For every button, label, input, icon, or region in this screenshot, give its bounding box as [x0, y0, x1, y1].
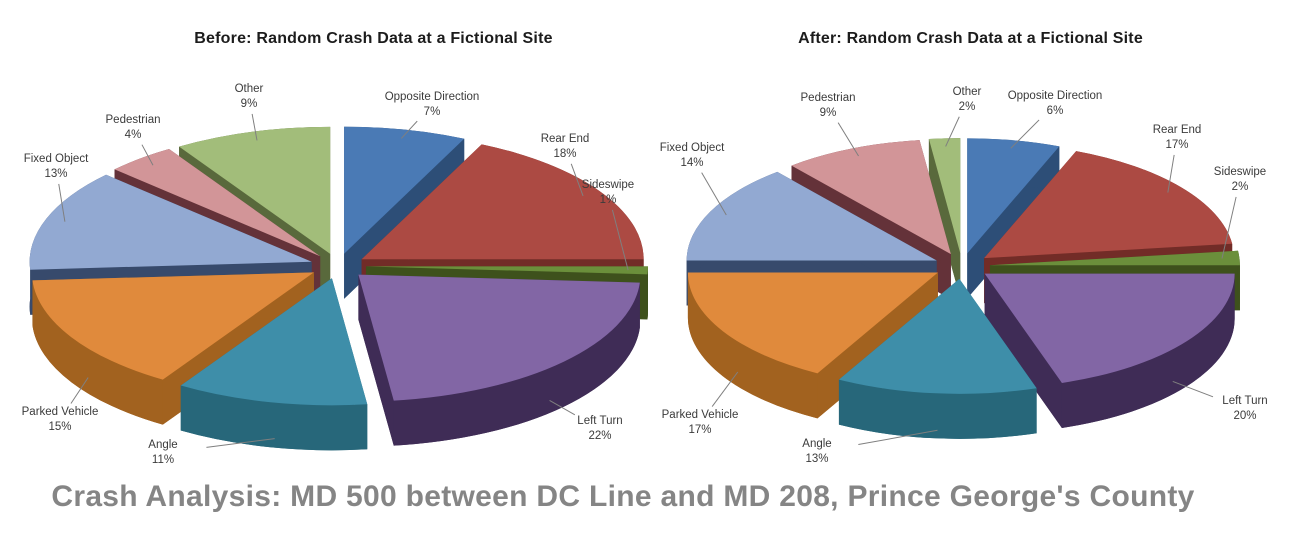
- leader-line-parked-vehicle: [711, 371, 739, 407]
- pie-slice-face: [687, 272, 938, 374]
- pie-slice-face: [29, 174, 312, 270]
- leader-line-other: [945, 116, 960, 147]
- pie-slice-face: [344, 126, 465, 254]
- pie-slice-face: [686, 171, 937, 261]
- pie-slice-face: [984, 273, 1235, 383]
- figure-caption: Crash Analysis: MD 500 between DC Line a…: [51, 480, 1195, 513]
- pie-slice-face: [180, 385, 368, 451]
- leader-line-angle: [206, 438, 275, 448]
- pie-slice-face: [1237, 250, 1240, 311]
- after-chart-panel: After: Random Crash Data at a Fictional …: [647, 0, 1294, 475]
- leader-line-opposite-direction: [1010, 119, 1040, 149]
- pie-slice-face: [989, 250, 1240, 266]
- after-chart-title: After: Random Crash Data at a Fictional …: [798, 30, 1143, 47]
- pie-slice-face: [114, 149, 321, 257]
- pie-slice-left-turn: [984, 273, 1235, 428]
- pie-slice-face: [1061, 273, 1235, 428]
- pie-slice-face: [967, 138, 1060, 254]
- leader-line-rear-end: [570, 163, 584, 197]
- after-pie-chart: [686, 116, 1240, 446]
- pie-slice-face: [365, 266, 648, 275]
- leader-line-fixed-object: [58, 183, 66, 222]
- pie-slice-face: [984, 151, 1233, 259]
- pie-slice-face: [393, 282, 640, 446]
- leader-line-rear-end: [1167, 154, 1175, 193]
- pie-slice-angle: [838, 278, 1037, 439]
- pie-slice-face: [32, 280, 163, 425]
- pie-slice-face: [984, 273, 1062, 428]
- before-chart-panel: Before: Random Crash Data at a Fictional…: [0, 0, 648, 475]
- pie-slice-face: [838, 278, 1037, 394]
- leader-line-sideswipe: [1221, 196, 1237, 259]
- pie-slice-left-turn: [358, 274, 640, 446]
- before-chart-title: Before: Random Crash Data at a Fictional…: [194, 30, 553, 47]
- leader-line-left-turn: [1172, 380, 1214, 398]
- leader-line-other: [251, 113, 258, 141]
- pie-slice-face: [647, 266, 648, 320]
- leader-line-opposite-direction: [400, 120, 418, 139]
- pie-slice-face: [358, 274, 394, 446]
- leader-line-angle: [858, 429, 938, 446]
- pie-slice-face: [180, 278, 368, 406]
- leader-line-fixed-object: [701, 172, 727, 216]
- leader-line-pedestrian: [837, 122, 859, 157]
- pie-slice-face: [838, 379, 1037, 439]
- pie-slice-face: [361, 144, 644, 260]
- leader-line-parked-vehicle: [70, 377, 89, 404]
- pie-slice-face: [358, 274, 640, 401]
- leader-line-sideswipe: [611, 209, 629, 271]
- pie-slice-face: [791, 140, 951, 255]
- pie-slice-angle: [180, 278, 368, 451]
- pie-slice-face: [928, 138, 961, 254]
- before-pie-chart: [29, 113, 648, 451]
- pie-slice-face: [687, 272, 818, 419]
- leader-line-left-turn: [549, 400, 576, 416]
- leader-line-pedestrian: [141, 144, 154, 166]
- pie-slice-face: [179, 126, 331, 254]
- pie-slice-face: [32, 272, 314, 380]
